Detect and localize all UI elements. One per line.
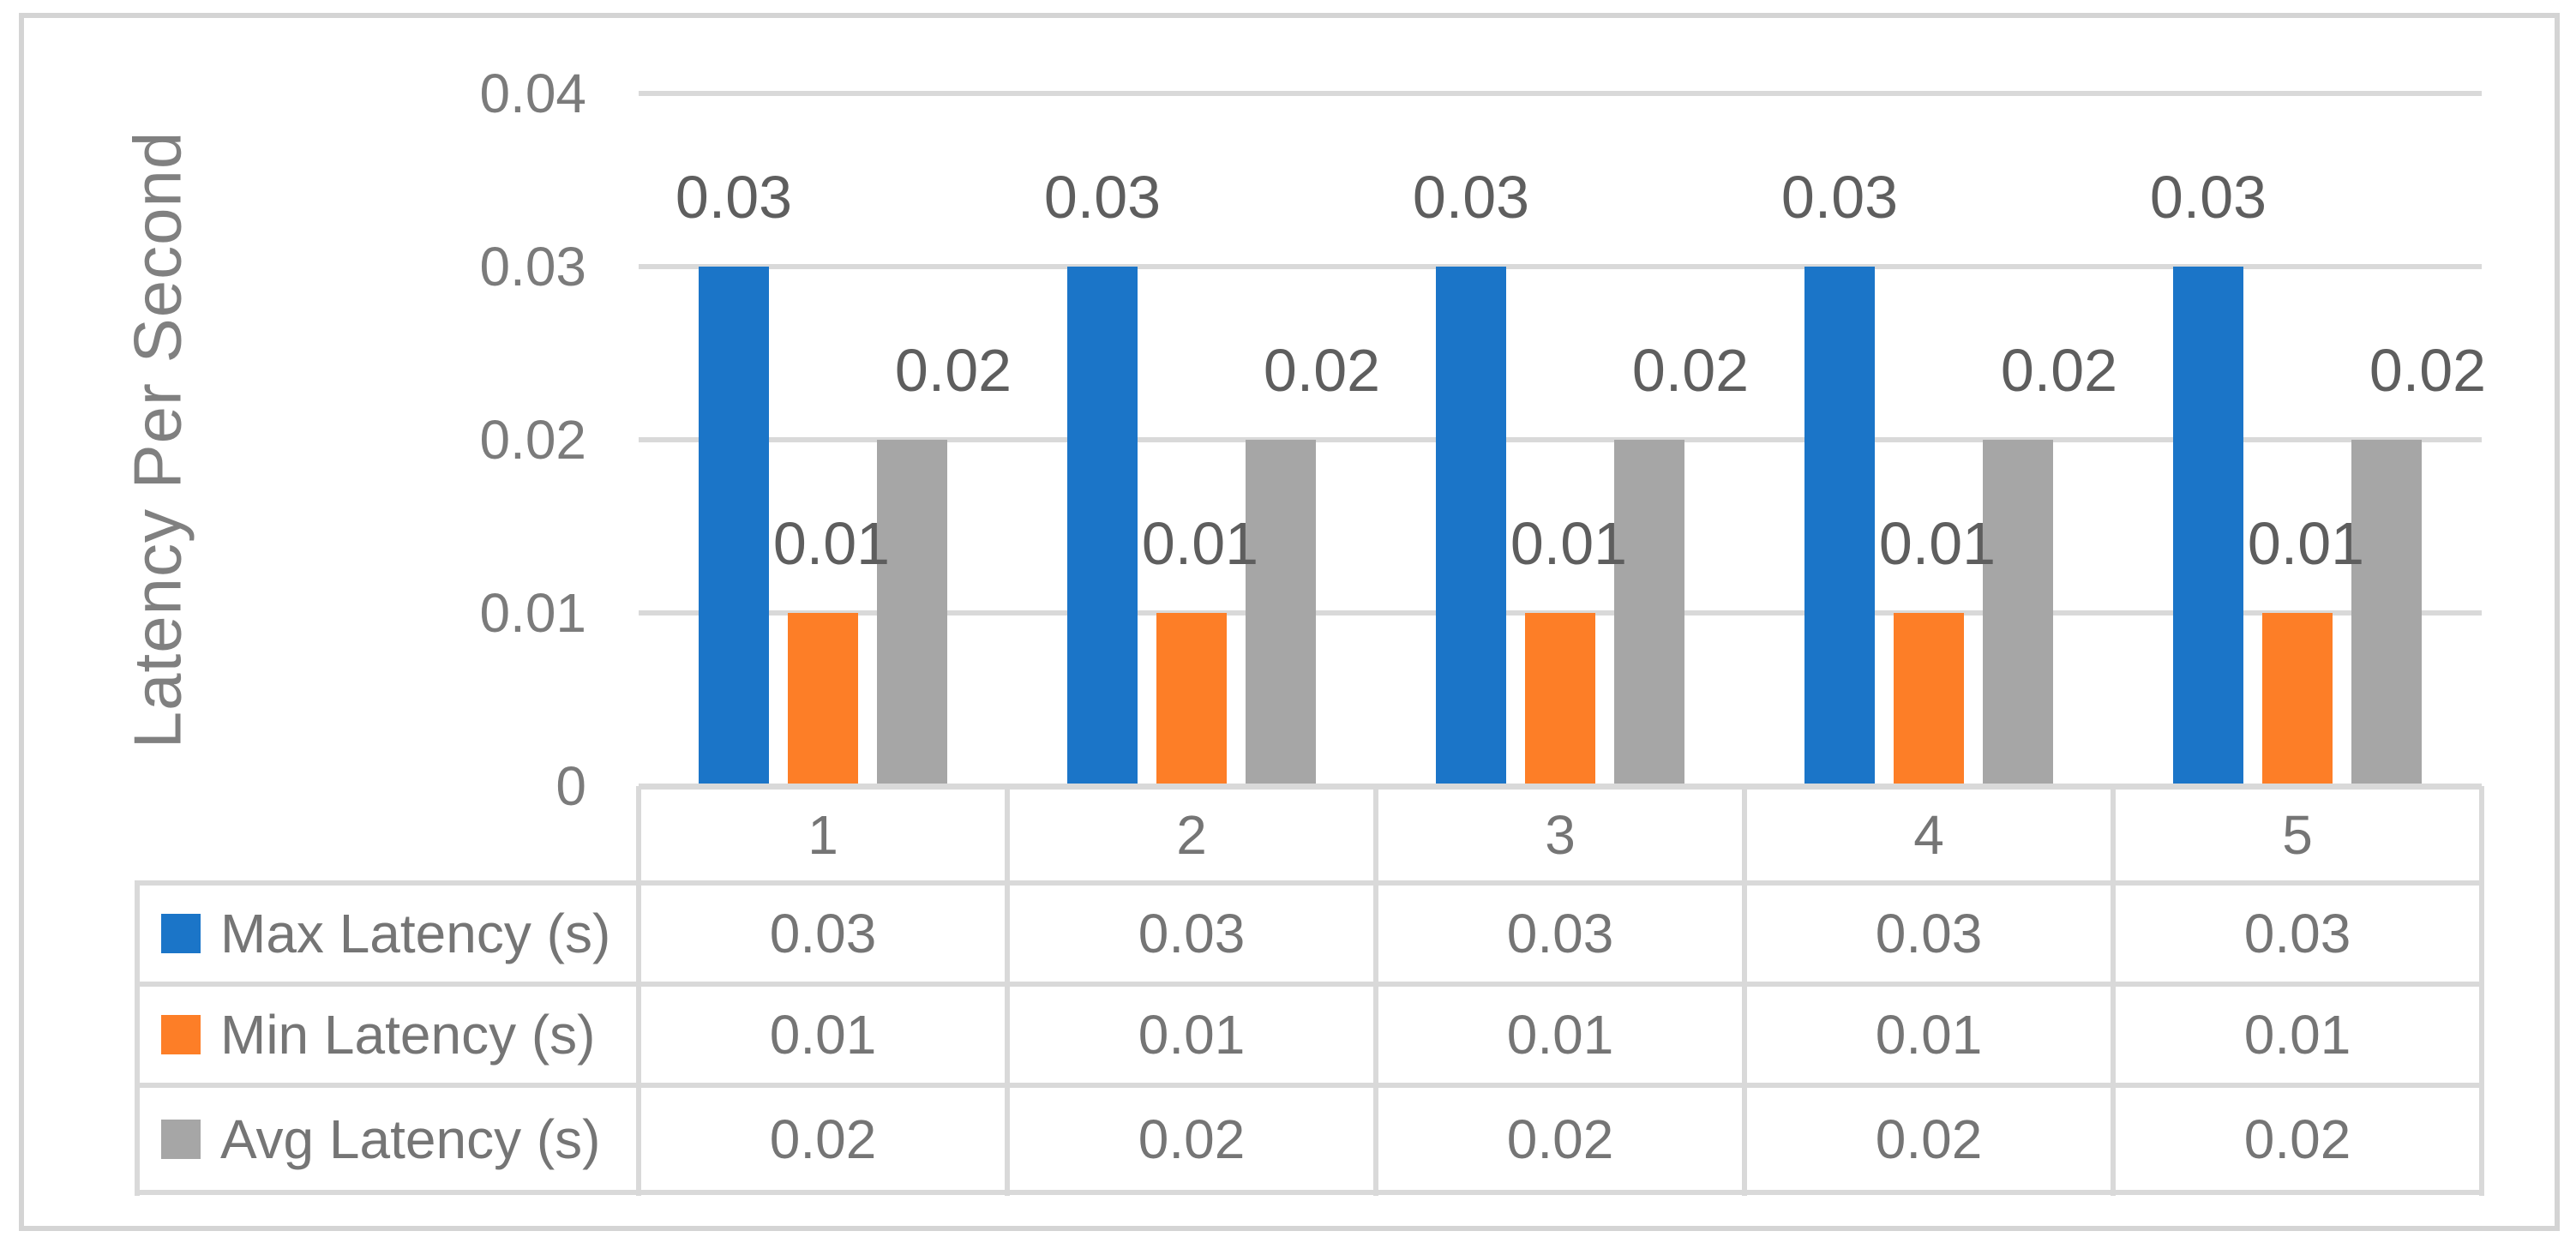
data-label: 0.01 [2247,510,2365,577]
data-label: 0.01 [1510,510,1628,577]
table-row-border [135,982,2484,987]
table-column-border [2111,786,2116,1196]
y-axis-tick-label: 0.01 [479,582,586,644]
table-cell-value: 0.02 [1138,1108,1246,1170]
table-cell-value: 0.01 [1506,1004,1614,1066]
table-cell-value: 0.03 [1506,903,1614,964]
data-label: 0.03 [1780,164,1899,231]
data-label: 0.03 [1043,164,1162,231]
category-label: 2 [1176,803,1207,866]
gridline [639,264,2482,269]
table-column-border [2479,786,2484,1196]
table-cell-value: 0.01 [1138,1004,1246,1066]
data-label: 0.02 [894,337,1012,404]
table-cell-value: 0.03 [1138,903,1246,964]
table-row-border [135,880,2484,886]
category-label: 4 [1913,803,1944,866]
bar-avg-latency-s [2351,440,2422,786]
bar-min-latency-s [788,613,858,786]
table-column-border [1742,786,1747,1196]
table-cell-value: 0.01 [769,1004,877,1066]
y-axis-title: Latency Per Second [119,130,195,749]
gridline [639,91,2482,96]
table-column-border [636,786,641,1196]
category-label: 1 [808,803,838,866]
bar-avg-latency-s [1983,440,2053,786]
y-axis-tick-label: 0.02 [479,409,586,471]
data-label: 0.02 [2000,337,2118,404]
legend-swatch-min [161,1015,201,1054]
table-cell-value: 0.01 [2243,1004,2351,1066]
data-label: 0.02 [1263,337,1381,404]
bar-max-latency-s [2173,267,2243,786]
bar-min-latency-s [2262,613,2333,786]
data-label: 0.01 [772,510,891,577]
data-label: 0.02 [1631,337,1750,404]
bar-avg-latency-s [1614,440,1684,786]
x-axis-line [639,784,2482,790]
legend-label: Min Latency (s) [220,1004,596,1066]
table-column-border [1005,786,1010,1196]
legend-label: Avg Latency (s) [220,1108,601,1170]
gridline [639,437,2482,442]
y-axis-tick-label: 0.04 [479,63,586,124]
table-row-border [135,1190,2484,1195]
legend-swatch-avg [161,1119,201,1159]
bar-max-latency-s [699,267,769,786]
data-label: 0.03 [675,164,793,231]
legend-label: Max Latency (s) [220,903,611,964]
data-label: 0.03 [2149,164,2267,231]
table-cell-value: 0.02 [769,1108,877,1170]
table-cell-value: 0.01 [1875,1004,1983,1066]
table-cell-value: 0.03 [769,903,877,964]
bar-min-latency-s [1525,613,1595,786]
category-label: 3 [1545,803,1576,866]
data-label: 0.01 [1878,510,1997,577]
y-axis-tick-label: 0.03 [479,236,586,297]
legend-swatch-max [161,914,201,953]
bar-min-latency-s [1894,613,1964,786]
table-left-border [135,883,140,1196]
data-label: 0.01 [1141,510,1259,577]
plot-area: 0.03 0.01 0.02 0.03 0.01 0.02 0.03 0.01 0.02 0.03… [639,91,2486,789]
table-row-border [135,1083,2484,1088]
data-label: 0.03 [1412,164,1530,231]
table-cell-value: 0.03 [2243,903,2351,964]
data-label: 0.02 [2369,337,2487,404]
bar-max-latency-s [1804,267,1875,786]
bar-avg-latency-s [877,440,947,786]
bar-max-latency-s [1067,267,1138,786]
category-label: 5 [2282,803,2313,866]
bar-max-latency-s [1436,267,1506,786]
bar-min-latency-s [1156,613,1227,786]
table-cell-value: 0.03 [1875,903,1983,964]
table-cell-value: 0.02 [1875,1108,1983,1170]
table-cell-value: 0.02 [2243,1108,2351,1170]
figure-border [19,13,2560,1231]
table-column-border [1373,786,1378,1196]
bar-avg-latency-s [1246,440,1316,786]
table-cell-value: 0.02 [1506,1108,1614,1170]
y-axis-tick-label: 0 [555,755,586,817]
